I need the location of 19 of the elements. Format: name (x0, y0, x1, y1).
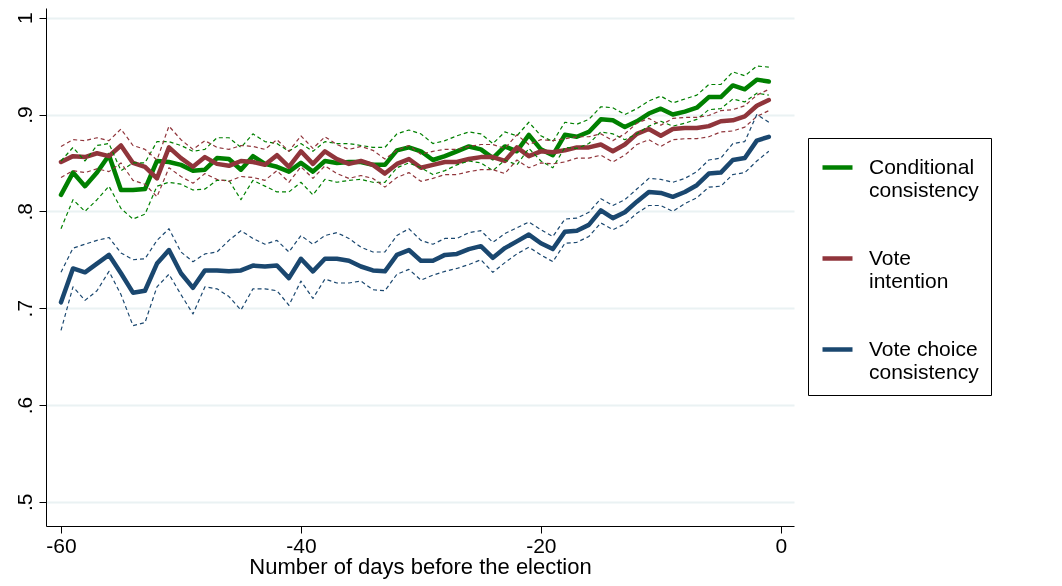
x-tick-label: -60 (46, 533, 77, 557)
y-tick-label: .8 (12, 203, 36, 221)
legend-label: Vote intention (869, 245, 949, 292)
y-tick-label: .7 (12, 299, 36, 318)
line-series (60, 88, 770, 161)
line-series (60, 110, 770, 198)
line-series (58, 97, 772, 181)
legend-label: Conditional consistency (869, 154, 980, 201)
y-tick-label: .6 (12, 396, 36, 415)
line-series (58, 134, 772, 305)
line-series (60, 65, 770, 172)
line-series (60, 150, 770, 332)
line-series (60, 113, 770, 273)
y-tick-label: .5 (12, 493, 36, 512)
x-tick-label: 0 (775, 533, 788, 557)
line-series (60, 92, 770, 230)
y-tick-label: 1 (12, 12, 36, 25)
legend-label: Vote choice consistency (869, 336, 980, 383)
y-tick-label: .9 (12, 106, 36, 124)
